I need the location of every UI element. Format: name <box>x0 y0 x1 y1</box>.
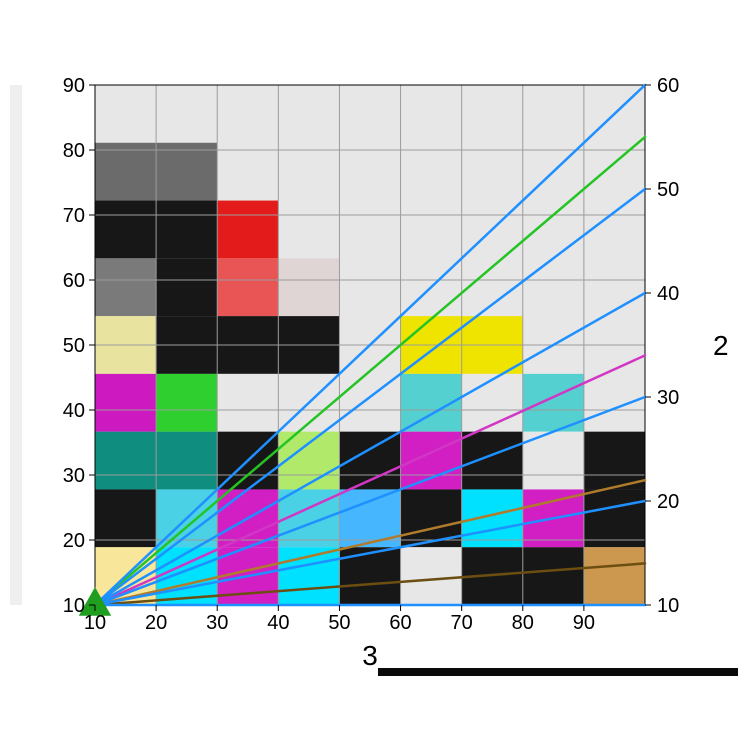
y-left-tick-label: 20 <box>63 530 85 552</box>
heatmap-cell <box>401 547 462 605</box>
y-right-tick-label: 20 <box>657 491 679 513</box>
x-tick-label: 70 <box>451 612 473 634</box>
y-left-tick-label: 50 <box>63 335 85 357</box>
heatmap-cell <box>95 374 156 432</box>
chart-stage: 10 20 30 40 50 60 70 80 90 10 20 30 40 50 60 10 20 30 40 50… <box>0 0 756 756</box>
y-right-tick-label: 10 <box>657 595 679 617</box>
heatmap-cell <box>401 201 462 259</box>
heatmap-cell <box>217 374 278 432</box>
heatmap-cell <box>584 374 645 432</box>
x-axis-label: 3 <box>362 640 378 671</box>
heatmap-cell <box>156 201 217 259</box>
x-tick-label: 50 <box>328 612 350 634</box>
y-left-tick-label: 30 <box>63 465 85 487</box>
heatmap-cell <box>278 258 339 316</box>
heatmap-cell <box>156 374 217 432</box>
y-left-tick-label: 60 <box>63 270 85 292</box>
bottom-bar <box>378 668 738 676</box>
chart-svg: 10 20 30 40 50 60 70 80 90 10 20 30 40 50 60 10 20 30 40 50… <box>0 0 756 756</box>
y-left-tick-label: 80 <box>63 140 85 162</box>
heatmap-cell <box>95 85 156 143</box>
heatmap-cell <box>462 432 523 490</box>
heatmap-cell <box>156 432 217 490</box>
heatmap-cell <box>462 85 523 143</box>
heatmap-cell <box>339 143 400 201</box>
x-tick-label: 40 <box>267 612 289 634</box>
heatmap-cell <box>584 258 645 316</box>
y-right-tick-label: 60 <box>657 75 679 97</box>
left-stub <box>10 85 22 605</box>
heatmap-cell <box>95 432 156 490</box>
heatmap-cell <box>584 432 645 490</box>
heatmap-cell <box>584 143 645 201</box>
heatmap-cell <box>95 201 156 259</box>
heatmap-cell <box>584 547 645 605</box>
heatmap-cell <box>462 489 523 547</box>
heatmap-cell <box>523 547 584 605</box>
heatmap-cell <box>95 143 156 201</box>
heatmap-cell <box>523 258 584 316</box>
heatmap-cell <box>401 143 462 201</box>
heatmap-cell <box>278 201 339 259</box>
y-right-tick-label: 40 <box>657 283 679 305</box>
y-left-tick-label: 90 <box>63 75 85 97</box>
heatmap-cell <box>217 258 278 316</box>
heatmap-cell <box>217 143 278 201</box>
heatmap-cell <box>462 143 523 201</box>
heatmap-cell <box>339 374 400 432</box>
heatmap-cell <box>523 201 584 259</box>
heatmap-cell <box>462 374 523 432</box>
heatmap-cell <box>156 143 217 201</box>
x-tick-label: 60 <box>389 612 411 634</box>
heatmap-cell <box>278 143 339 201</box>
x-tick-label: 90 <box>573 612 595 634</box>
heatmap-cell <box>95 258 156 316</box>
heatmap-cell <box>339 85 400 143</box>
heatmap-cell <box>401 432 462 490</box>
x-tick-label: 80 <box>512 612 534 634</box>
heatmap-cell <box>278 85 339 143</box>
heatmap-cell <box>339 258 400 316</box>
heatmap-cell <box>217 201 278 259</box>
heatmap-cell <box>95 489 156 547</box>
y-left-tick-label: 40 <box>63 400 85 422</box>
y-left-tick-label: 70 <box>63 205 85 227</box>
heatmap-cell <box>523 85 584 143</box>
heatmap-cell <box>401 85 462 143</box>
heatmap-cell <box>217 85 278 143</box>
y-left-tick-label: 10 <box>63 595 85 617</box>
y-right-tick-label: 50 <box>657 179 679 201</box>
heatmap-cell <box>156 85 217 143</box>
x-tick-label: 20 <box>145 612 167 634</box>
heatmap-cell <box>156 258 217 316</box>
x-tick-label: 10 <box>84 612 106 634</box>
x-tick-label: 30 <box>206 612 228 634</box>
y-right-tick-label: 30 <box>657 387 679 409</box>
heatmap-cell <box>584 489 645 547</box>
y-right-axis-label: 2 <box>713 330 729 361</box>
heatmap-cell <box>339 201 400 259</box>
